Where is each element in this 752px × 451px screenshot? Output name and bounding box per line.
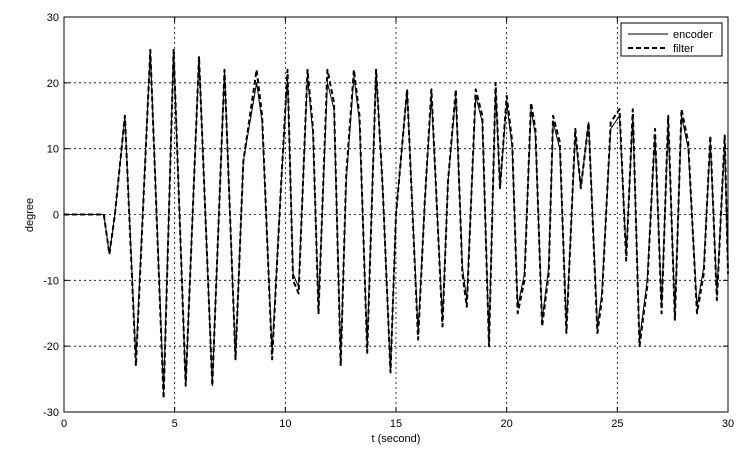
x-tick-label: 10 [279,418,291,430]
y-tick-label: 10 [47,144,59,156]
legend-label-encoder: encoder [673,29,713,41]
x-tick-label: 30 [722,418,734,430]
y-tick-label: -10 [43,275,59,287]
legend: encoder filter [620,22,723,57]
legend-label-filter: filter [673,43,694,55]
x-tick-label: 5 [172,418,178,430]
y-tick-label: 30 [47,12,59,24]
x-tick-label: 20 [501,418,513,430]
series-layer [64,48,729,400]
y-tick-label: 0 [53,210,59,222]
y-tick-label: -30 [43,407,59,419]
x-tick-label: 15 [390,418,402,430]
tick-labels: 0 5 10 15 20 25 30 30 20 10 0 -10 -20 -30 [43,12,734,430]
y-tick-label: -20 [43,341,59,353]
y-tick-label: 20 [47,78,59,90]
x-tick-label: 0 [61,418,67,430]
ticks [63,16,729,413]
x-tick-label: 25 [611,418,623,430]
series-line-filter [64,48,729,400]
y-axis-label: degree [24,198,36,232]
x-axis-label: t (second) [372,433,421,445]
legend-box [620,22,723,57]
